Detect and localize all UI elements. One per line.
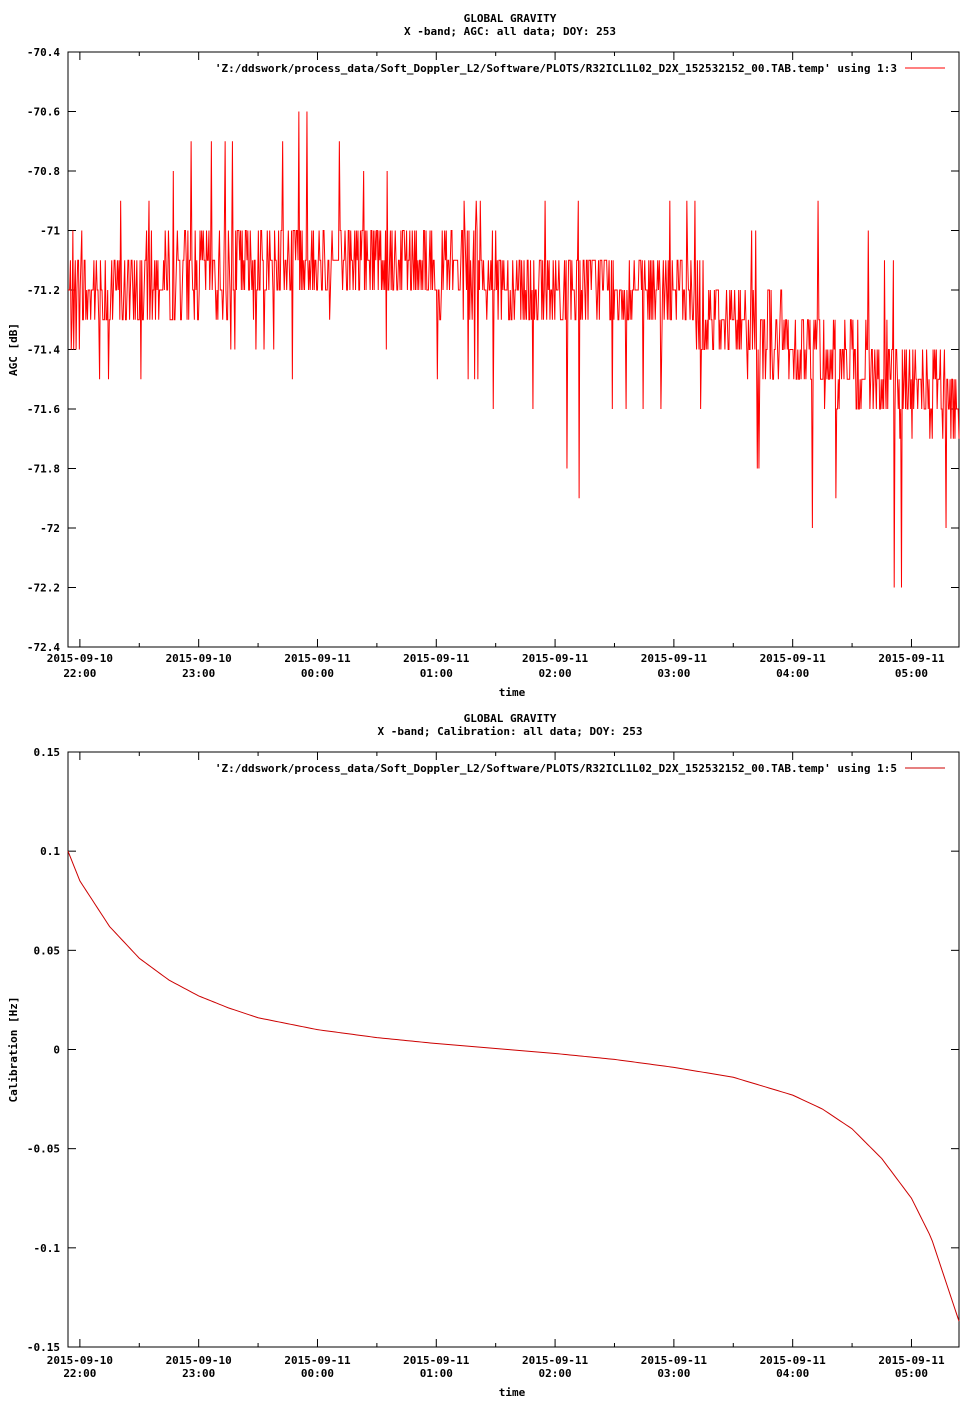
chart-subtitle: X -band; Calibration: all data; DOY: 253 [378,725,643,738]
y-axis-label: Calibration [Hz] [7,997,20,1103]
legend-label: 'Z:/ddswork/process_data/Soft_Doppler_L2… [215,762,897,775]
y-tick-label: -70.6 [27,106,60,119]
x-tick-date-label: 2015-09-11 [760,652,827,665]
x-tick-time-label: 23:00 [182,667,215,680]
chart-title: GLOBAL GRAVITY [464,712,557,725]
y-tick-label: -72 [40,522,60,535]
y-tick-label: -0.1 [34,1242,61,1255]
x-tick-date-label: 2015-09-11 [284,652,351,665]
x-tick-date-label: 2015-09-11 [641,1354,708,1367]
x-tick-time-label: 05:00 [895,1367,928,1380]
x-tick-time-label: 03:00 [657,667,690,680]
x-axis-label: time [499,1386,526,1399]
chart-subtitle: X -band; AGC: all data; DOY: 253 [404,25,616,38]
series-line [67,850,960,1322]
x-tick-time-label: 22:00 [63,1367,96,1380]
y-tick-label: -70.4 [27,46,60,59]
x-tick-time-label: 01:00 [420,1367,453,1380]
x-tick-date-label: 2015-09-11 [878,652,945,665]
y-tick-label: -70.8 [27,165,60,178]
y-axis-label: AGC [dB] [7,323,20,376]
x-tick-date-label: 2015-09-11 [878,1354,945,1367]
x-tick-time-label: 00:00 [301,667,334,680]
x-tick-date-label: 2015-09-10 [166,1354,232,1367]
x-axis-label: time [499,686,526,699]
y-tick-label: 0.15 [34,746,61,759]
legend-label: 'Z:/ddswork/process_data/Soft_Doppler_L2… [215,62,897,75]
y-tick-label: -0.15 [27,1341,60,1354]
x-tick-time-label: 02:00 [539,1367,572,1380]
x-tick-date-label: 2015-09-11 [403,652,470,665]
x-tick-date-label: 2015-09-10 [166,652,232,665]
x-tick-time-label: 01:00 [420,667,453,680]
y-tick-label: -71.8 [27,463,60,476]
x-tick-date-label: 2015-09-11 [403,1354,470,1367]
x-tick-time-label: 05:00 [895,667,928,680]
x-tick-date-label: 2015-09-11 [522,652,589,665]
plot-frame [67,51,960,648]
y-tick-label: -71.2 [27,284,60,297]
x-tick-time-label: 23:00 [182,1367,215,1380]
y-tick-label: -71.6 [27,403,60,416]
x-tick-time-label: 04:00 [776,1367,809,1380]
y-tick-label: -71.4 [27,344,60,357]
x-tick-time-label: 22:00 [63,667,96,680]
x-tick-time-label: 00:00 [301,1367,334,1380]
chart-title: GLOBAL GRAVITY [464,12,557,25]
x-tick-time-label: 02:00 [539,667,572,680]
x-tick-date-label: 2015-09-11 [284,1354,351,1367]
y-tick-label: -72.2 [27,582,60,595]
x-tick-date-label: 2015-09-11 [760,1354,827,1367]
series-line [68,111,960,588]
y-tick-label: -72.4 [27,641,60,654]
y-tick-label: 0.05 [34,944,61,957]
x-tick-date-label: 2015-09-11 [522,1354,589,1367]
x-tick-date-label: 2015-09-11 [641,652,708,665]
x-tick-time-label: 03:00 [657,1367,690,1380]
x-tick-date-label: 2015-09-10 [47,1354,113,1367]
y-tick-label: 0 [53,1044,60,1057]
y-tick-label: 0.1 [40,845,60,858]
x-tick-time-label: 04:00 [776,667,809,680]
y-tick-label: -71 [40,225,60,238]
y-tick-label: -0.05 [27,1143,60,1156]
x-tick-date-label: 2015-09-10 [47,652,113,665]
